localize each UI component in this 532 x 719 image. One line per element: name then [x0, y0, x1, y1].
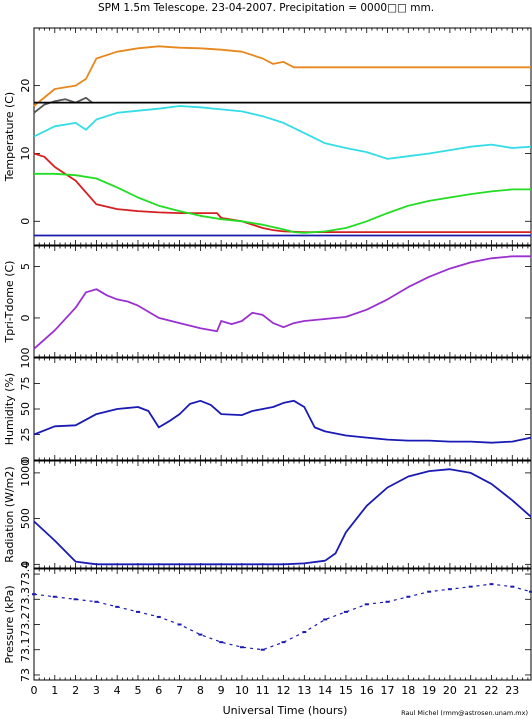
x-tick-label: 2	[72, 684, 79, 697]
pressure-y-tick-label: 73.3	[19, 587, 32, 612]
pressure-point	[239, 646, 244, 649]
pressure-point	[281, 641, 286, 644]
pressure-y-tick-label: 73.1	[19, 637, 32, 662]
x-tick-label: 15	[339, 684, 353, 697]
x-tick-label: 9	[218, 684, 225, 697]
x-tick-label: 1	[51, 684, 58, 697]
humidity-y-tick-label: 25	[19, 428, 32, 442]
pressure-point	[52, 595, 57, 598]
x-tick-label: 22	[484, 684, 498, 697]
x-tick-label: 5	[134, 684, 141, 697]
x-axis-label: Universal Time (hours)	[223, 704, 348, 717]
pressure-point	[323, 618, 328, 621]
pressure-point	[260, 648, 265, 651]
x-tick-label: 13	[297, 684, 311, 697]
chart-title: SPM 1.5m Telescope. 23-04-2007. Precipit…	[98, 2, 434, 14]
x-tick-label: 6	[155, 684, 162, 697]
x-tick-label: 3	[93, 684, 100, 697]
temperature-series-1-gray	[33, 96, 93, 114]
temperature-series-5-green	[34, 172, 531, 234]
pressure-point	[219, 641, 224, 644]
humidity-y-tick-label: 75	[19, 377, 32, 391]
humidity-y-axis-label: Humidity (%)	[3, 373, 16, 445]
x-tick-label: 16	[360, 684, 374, 697]
radiation-y-axis-label: Radiation (W/m2)	[3, 466, 16, 562]
humidity-y-tick-label: 0	[19, 457, 32, 464]
temperature-y-axis-label: Temperature (C)	[3, 92, 16, 182]
pressure-frame	[33, 568, 532, 681]
x-tick-label: 12	[277, 684, 291, 697]
x-tick-label: 20	[443, 684, 457, 697]
pressure-point	[198, 633, 203, 636]
humidity-y-tick-label: 100	[19, 348, 32, 369]
tpri-tdome-y-tick-label: 5	[19, 263, 32, 270]
x-tick-label: 17	[381, 684, 395, 697]
temperature-series-3-cyan	[33, 105, 532, 160]
x-tick-label: 4	[114, 684, 121, 697]
pressure-y-tick-label: 73.2	[19, 612, 32, 637]
pressure-point	[529, 590, 532, 593]
x-tick-label: 23	[505, 684, 519, 697]
temperature-series-0-orange	[33, 45, 531, 107]
author-credit: Raul Michel (rmm@astrosen.unam.mx)	[401, 709, 528, 717]
x-tick-label: 18	[401, 684, 415, 697]
x-tick-label: 0	[31, 684, 38, 697]
pressure-series-0	[33, 583, 532, 651]
x-tick-label: 8	[197, 684, 204, 697]
x-tick-label: 7	[176, 684, 183, 697]
humidity-series-0-blue	[33, 399, 532, 444]
radiation-y-tick-label: 1000	[19, 459, 32, 487]
radiation-series-0-blue	[33, 468, 532, 566]
tpri-tdome-y-tick-label: 0	[19, 314, 32, 321]
radiation-frame	[33, 460, 532, 569]
temperature-y-tick-label: 10	[19, 146, 32, 160]
humidity-frame	[33, 357, 532, 461]
temperature-series-4-red	[33, 152, 531, 234]
x-tick-label: 10	[235, 684, 249, 697]
temperature-y-tick-label: 20	[19, 79, 32, 93]
temperature-frame	[33, 27, 532, 246]
pressure-y-tick-label: 73	[19, 668, 32, 682]
x-tick-label: 14	[318, 684, 332, 697]
pressure-point	[94, 600, 99, 603]
x-tick-label: 11	[256, 684, 270, 697]
pressure-y-axis-label: Pressure (kPa)	[3, 585, 16, 663]
pressure-y-tick-label: 73.4	[19, 562, 32, 587]
pressure-point	[343, 610, 348, 613]
tpri-tdome-series-0-purple	[33, 255, 531, 350]
x-tick-label: 21	[464, 684, 478, 697]
x-tick-label: 19	[422, 684, 436, 697]
pressure-point	[73, 598, 78, 601]
humidity-y-tick-label: 50	[19, 402, 32, 416]
radiation-y-tick-label: 0	[19, 561, 32, 568]
radiation-y-tick-label: 500	[19, 508, 32, 529]
temperature-y-tick-label: 0	[19, 218, 32, 225]
tpri-tdome-y-axis-label: Tpri-Tdome (C)	[3, 261, 16, 344]
tpri-tdome-frame	[33, 245, 532, 358]
